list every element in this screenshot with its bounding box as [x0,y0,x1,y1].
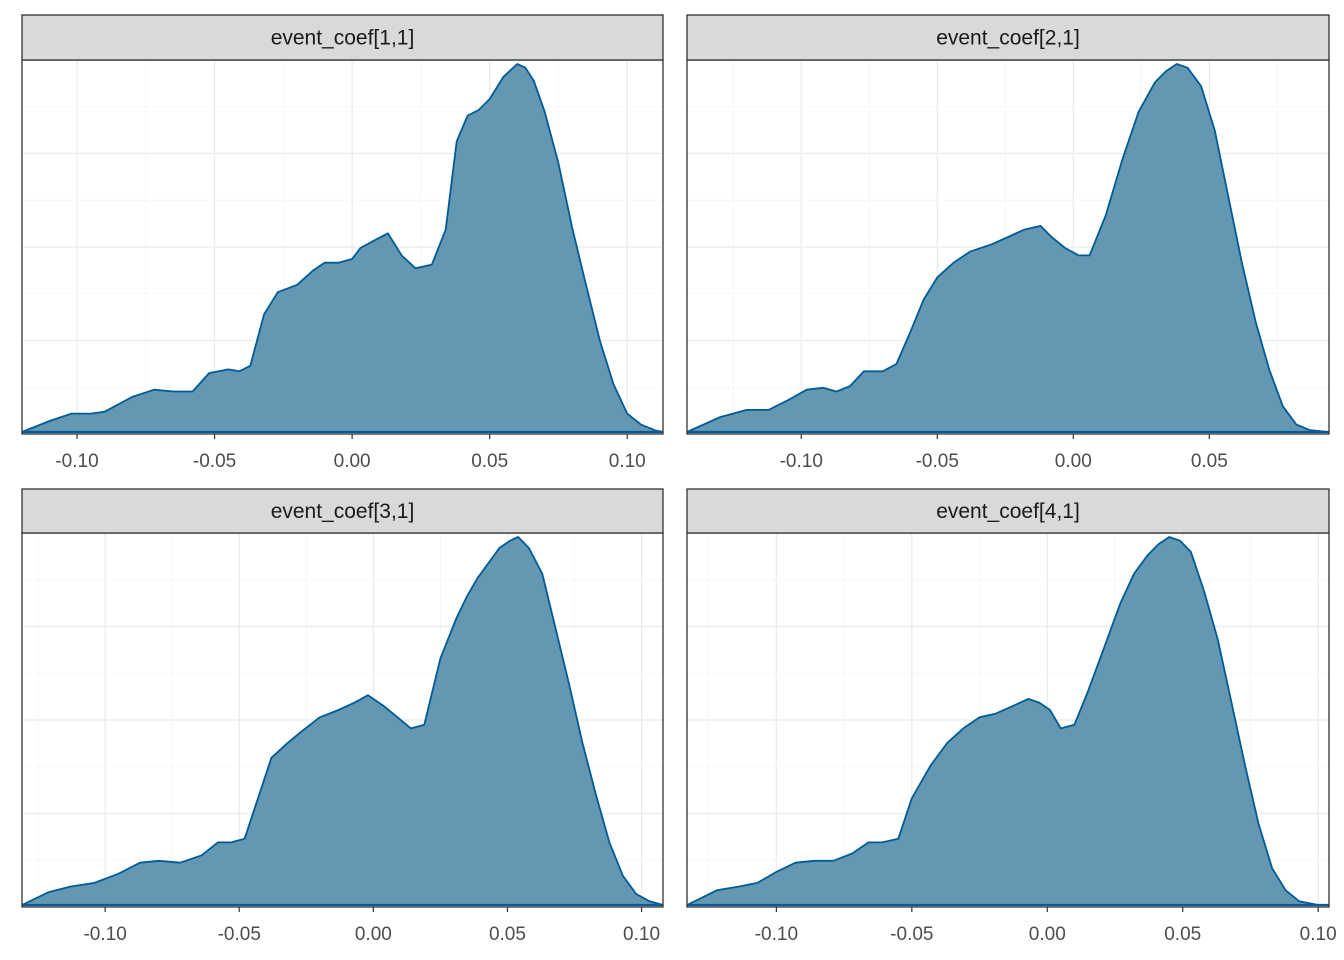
facet-strip [21,14,664,61]
x-tick-label: 0.00 [355,924,392,945]
x-tick-label: 0.00 [1055,451,1092,472]
density-area [22,537,663,905]
x-tick-label: -0.10 [55,451,98,472]
density-line [21,63,664,433]
density-area [687,64,1329,432]
facet-strip-label: event_coef[4,1] [936,500,1080,523]
facet-panel-2: event_coef[2,1] -0.10 -0.05 0.00 0.05 [686,14,1330,472]
density-area [22,64,663,432]
x-tick-label: -0.10 [83,924,126,945]
facet-strip [686,14,1330,61]
x-tick-label: 0.05 [489,924,526,945]
facet-panel-3: event_coef[3,1] -0.10 -0.05 0.00 0.05 0.10 [21,488,664,945]
facet-strip [21,488,664,534]
x-tick-label: -0.05 [193,451,236,472]
density-line [686,536,1329,906]
x-tick-label: -0.05 [890,924,933,945]
density-area [687,537,1329,905]
x-tick-label: 0.05 [471,451,508,472]
facet-panels: event_coef[1,1]-0.10 -0.05 0.00 0.05 0.10eve… [21,14,1337,945]
density-line [686,63,1330,433]
x-tick-label: -0.10 [780,451,823,472]
facet-panel-1: event_coef[1,1] -0.10 -0.05 0.00 0.05 0.10 [21,14,664,472]
x-tick-label: -0.05 [218,924,261,945]
facet-panel-4: event_coef[4,1] -0.10 -0.05 0.00 0.05 0.10 [686,488,1337,945]
x-tick-label: -0.10 [755,924,798,945]
density-line [21,536,664,906]
x-tick-label: 0.10 [623,924,660,945]
x-tick-label: 0.00 [334,451,371,472]
facet-strip-label: event_coef[3,1] [271,500,415,523]
facet-strip-label: event_coef[2,1] [936,27,1080,50]
x-tick-label: 0.05 [1191,451,1228,472]
facet-strip [686,488,1330,534]
x-tick-label: -0.05 [916,451,959,472]
x-tick-label: 0.10 [609,451,646,472]
x-tick-label: 0.00 [1029,924,1066,945]
x-tick-label: 0.10 [1300,924,1337,945]
x-tick-label: 0.05 [1164,924,1201,945]
facet-strip-label: event_coef[1,1] [271,27,415,50]
